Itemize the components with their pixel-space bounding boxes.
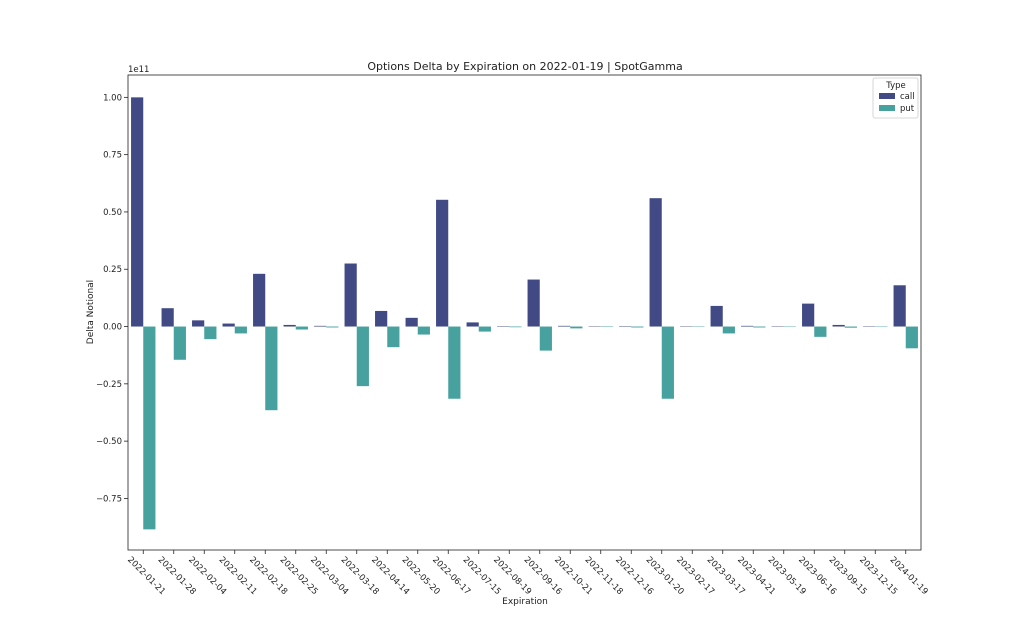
bar-call-2023-03-17 xyxy=(710,305,723,327)
bar-call-2022-07-15 xyxy=(466,322,479,327)
bar-call-2022-01-21 xyxy=(131,97,144,327)
chart-title: Options Delta by Expiration on 2022-01-1… xyxy=(367,60,682,73)
axes-frame xyxy=(127,74,922,551)
bar-put-2023-03-17 xyxy=(722,326,735,334)
bar-put-2022-02-25 xyxy=(295,326,308,330)
bar-call-2023-01-20 xyxy=(649,198,662,327)
bar-put-2022-02-04 xyxy=(204,326,217,340)
plot-area xyxy=(131,97,918,530)
bar-call-2022-01-28 xyxy=(161,308,174,327)
y-axis-title: Delta Notional xyxy=(86,280,96,344)
legend-label-call: call xyxy=(900,92,915,102)
bar-put-2022-12-16 xyxy=(631,326,644,328)
legend-items: call put xyxy=(879,92,915,114)
y-tick-label: 0.25 xyxy=(103,265,122,275)
bar-call-2022-02-25 xyxy=(283,324,296,327)
bar-call-2022-05-20 xyxy=(405,317,418,327)
bar-put-2022-02-11 xyxy=(234,326,247,334)
bar-call-2022-02-04 xyxy=(192,320,205,327)
legend-label-put: put xyxy=(900,104,915,114)
bar-put-2022-01-21 xyxy=(143,326,156,530)
y-axis: 1.00 0.75 0.50 0.25 0.00 −0.25 −0.50 −0.75 xyxy=(96,93,128,504)
bar-call-2023-04-21 xyxy=(741,325,754,327)
bar-call-2022-03-18 xyxy=(344,263,357,327)
bar-put-2022-09-16 xyxy=(539,326,552,351)
bar-put-2023-09-15 xyxy=(844,326,857,328)
bar-put-2022-03-04 xyxy=(326,326,339,328)
bar-put-2024-01-19 xyxy=(905,326,918,349)
y-offset-label: 1e11 xyxy=(128,65,149,75)
y-tick-label: 0.50 xyxy=(103,208,122,218)
y-tick-label: 1.00 xyxy=(103,93,122,103)
y-tick-label: −0.50 xyxy=(96,437,122,447)
bar-put-2022-07-15 xyxy=(478,326,491,332)
legend: Type call put xyxy=(872,77,919,119)
bar-put-2023-01-20 xyxy=(661,326,674,399)
bar-call-2022-04-14 xyxy=(375,310,388,327)
y-tick-label: 0.75 xyxy=(103,151,122,161)
legend-swatch-put xyxy=(879,105,895,111)
bar-put-2022-06-17 xyxy=(448,326,461,399)
bar-put-2022-10-21 xyxy=(570,326,583,329)
legend-title: Type xyxy=(885,81,906,91)
bar-put-2023-06-16 xyxy=(814,326,827,337)
y-tick-label: −0.25 xyxy=(96,380,122,390)
bar-call-2022-03-04 xyxy=(314,325,327,327)
bar-call-2022-06-17 xyxy=(436,199,449,327)
bar-call-2022-02-11 xyxy=(222,323,235,327)
bar-put-2022-03-18 xyxy=(356,326,369,387)
bar-call-2022-09-16 xyxy=(527,279,540,327)
bar-call-2024-01-19 xyxy=(893,285,906,327)
bar-put-2022-08-19 xyxy=(509,326,522,328)
bar-put-2023-04-21 xyxy=(753,326,766,328)
legend-swatch-call xyxy=(879,93,895,99)
y-tick-label: −0.75 xyxy=(96,494,122,504)
bar-call-2023-09-15 xyxy=(832,324,845,327)
x-axis: 2022-01-212022-01-282022-02-042022-02-11… xyxy=(125,550,930,597)
bar-put-2022-05-20 xyxy=(417,326,430,335)
bar-put-2022-04-14 xyxy=(387,326,400,348)
bar-call-2023-06-16 xyxy=(802,303,815,327)
bar-put-2022-02-18 xyxy=(265,326,278,411)
y-tick-label: 0.00 xyxy=(103,323,122,333)
x-axis-title: Expiration xyxy=(502,597,548,607)
bar-call-2022-02-18 xyxy=(253,273,266,327)
bar-put-2022-01-28 xyxy=(173,326,186,360)
bar-call-2022-10-21 xyxy=(558,325,571,327)
